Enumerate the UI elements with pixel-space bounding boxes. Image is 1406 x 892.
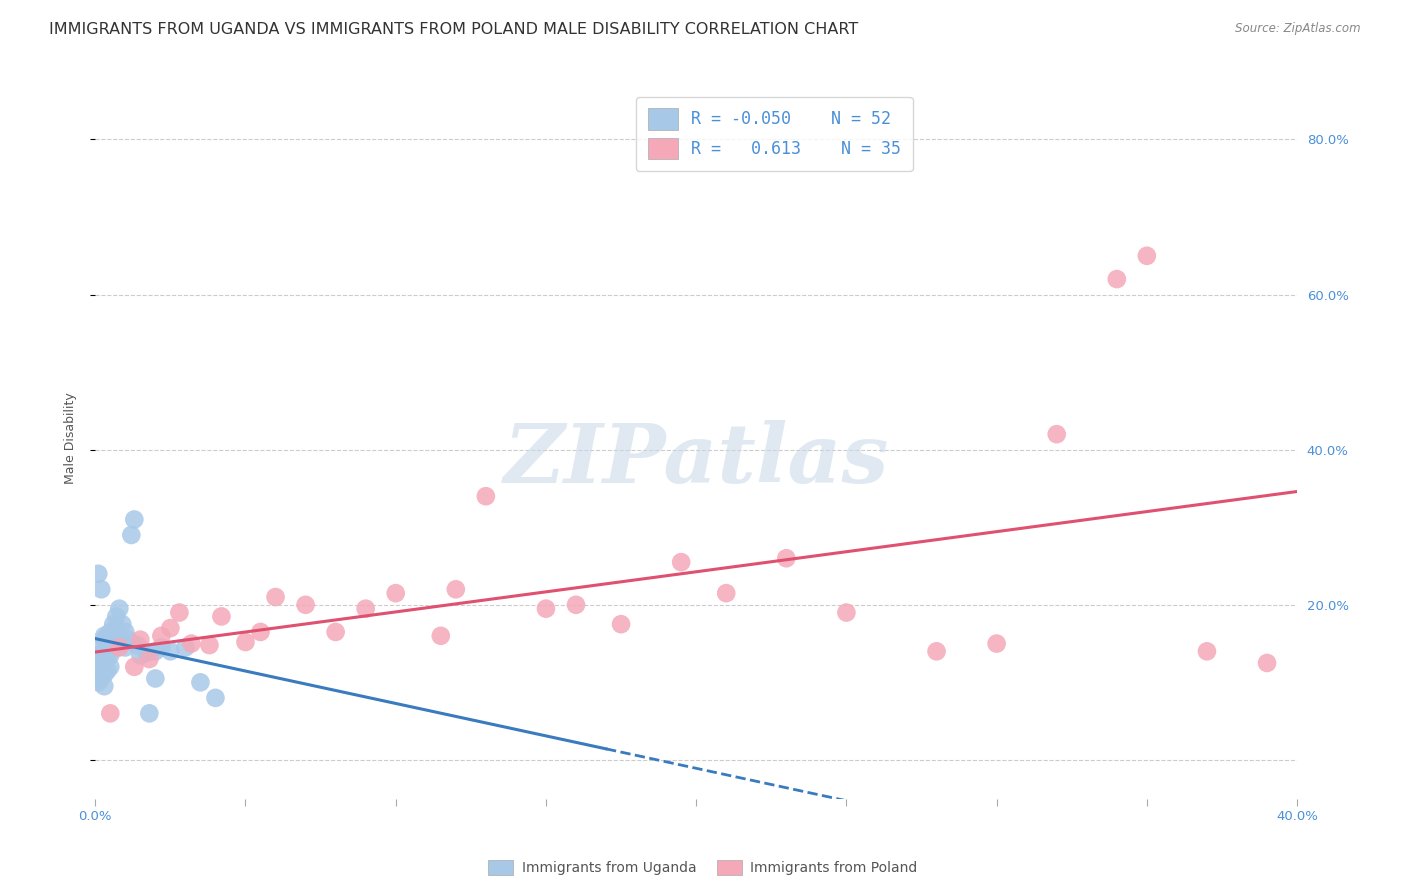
Point [93,656,115,670]
Point [96,632,118,647]
Point [108,629,131,643]
Text: IMMIGRANTS FROM UGANDA VS IMMIGRANTS FROM POLAND MALE DISABILITY CORRELATION CHA: IMMIGRANTS FROM UGANDA VS IMMIGRANTS FRO… [49,22,859,37]
Point [1136,249,1159,263]
Point [103,617,125,632]
Point [475,489,498,503]
Point [98,636,121,650]
Point [534,601,557,615]
Point [150,640,173,655]
Point [98,706,121,721]
Point [124,660,146,674]
Point [87,648,110,663]
Point [105,609,128,624]
Point [1256,656,1278,670]
Point [124,512,146,526]
Point [103,629,125,643]
Point [325,624,347,639]
Point [96,664,118,678]
Point [114,640,136,655]
Point [108,640,131,655]
Point [120,528,142,542]
Point [93,644,115,658]
Point [159,644,181,658]
Point [190,675,212,690]
Legend: Immigrants from Uganda, Immigrants from Poland: Immigrants from Uganda, Immigrants from … [482,855,924,880]
Point [90,638,112,652]
Point [1046,427,1069,442]
Point [138,652,160,666]
Point [93,667,115,681]
Point [143,644,166,658]
Point [96,652,118,666]
Point [111,636,134,650]
Point [264,590,287,604]
Point [135,646,157,660]
Point [114,624,136,639]
Text: ZIPatlas: ZIPatlas [503,420,889,500]
Point [129,648,152,663]
Point [204,690,226,705]
Point [925,644,948,658]
Y-axis label: Male Disability: Male Disability [65,392,77,484]
Point [105,640,128,655]
Point [98,660,121,674]
Point [610,617,633,632]
Point [775,551,797,566]
Point [150,629,173,643]
Point [87,660,110,674]
Point [90,582,112,597]
Point [129,632,152,647]
Point [87,566,110,581]
Point [669,555,692,569]
Point [444,582,467,597]
Point [1195,644,1218,658]
Point [354,601,377,615]
Point [93,679,115,693]
Point [98,636,121,650]
Point [211,609,233,624]
Point [384,586,406,600]
Point [565,598,588,612]
Point [111,617,134,632]
Point [93,632,115,647]
Point [93,629,115,643]
Point [159,621,181,635]
Point [127,638,149,652]
Point [105,621,128,635]
Point [430,629,453,643]
Point [90,672,112,686]
Point [235,635,257,649]
Point [294,598,316,612]
Point [986,636,1008,650]
Point [103,632,125,647]
Point [117,632,139,647]
Point [180,636,202,650]
Point [98,648,121,663]
Point [87,675,110,690]
Point [96,629,118,643]
Point [103,640,125,655]
Point [90,664,112,678]
Point [98,624,121,639]
Point [96,640,118,655]
Point [1105,272,1128,286]
Point [138,706,160,721]
Point [143,672,166,686]
Point [169,606,191,620]
Point [108,601,131,615]
Point [90,650,112,665]
Point [716,586,738,600]
Point [249,624,271,639]
Text: Source: ZipAtlas.com: Source: ZipAtlas.com [1236,22,1361,36]
Point [198,638,221,652]
Legend: R = -0.050    N = 52, R =   0.613    N = 35: R = -0.050 N = 52, R = 0.613 N = 35 [636,96,912,171]
Point [835,606,858,620]
Point [174,640,197,655]
